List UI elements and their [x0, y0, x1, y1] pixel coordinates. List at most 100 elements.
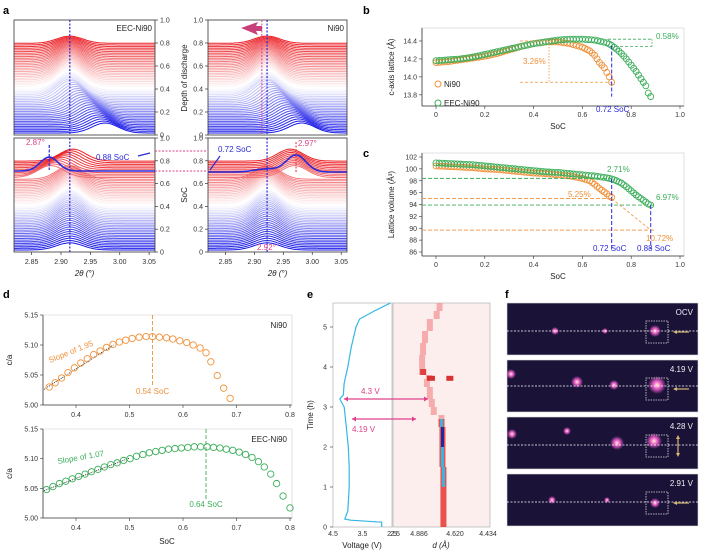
data-point	[241, 450, 250, 459]
heatmap-core	[440, 419, 443, 427]
annotation-peak: 0.64 SoC	[189, 500, 223, 509]
diffraction-curve	[208, 91, 347, 109]
arrow-head-up	[676, 435, 680, 439]
panel-label-c: c	[363, 148, 369, 160]
diffraction-curve	[14, 46, 155, 61]
diffraction-curve	[208, 237, 347, 248]
diffraction-curve	[14, 242, 155, 251]
diffraction-curve	[208, 63, 347, 82]
panel-a-subplot: 0 0.2 0.4 0.6 0.8 1.0 2.85 2.90 2.95 3.00 3.05 2θ (…	[193, 136, 348, 279]
diffraction-curve	[208, 81, 347, 101]
diffraction-curve	[208, 68, 347, 87]
data-point	[202, 349, 210, 357]
x-tick-label: 0.8	[626, 262, 636, 269]
arrow-419v-head-left	[352, 416, 356, 422]
data-point-eec-ni90	[627, 187, 635, 195]
frame-voltage-label: 4.19 V	[670, 365, 694, 374]
diffraction-curve	[14, 61, 155, 81]
diffraction-curve	[14, 151, 155, 165]
y-axis-label: Time (h)	[306, 400, 315, 430]
diffraction-curve	[14, 108, 155, 122]
diffraction-curve	[208, 197, 347, 216]
heatmap-hotspot	[446, 375, 454, 381]
diffraction-curve	[14, 104, 155, 119]
diffraction-curve	[14, 195, 155, 215]
microscopy-frame: 2.91 V	[506, 473, 699, 527]
diffraction-curve	[208, 78, 347, 97]
data-point	[57, 374, 66, 382]
diffraction-curve	[14, 63, 155, 82]
diffraction-curve	[208, 73, 347, 92]
diffraction-curve	[14, 85, 155, 104]
panel-d: 0.4 0.5 0.6 0.7 0.8 5.00 5.05 5.10 5.15 c/a Ni90 0.…	[5, 313, 295, 547]
annotation-292: 2.92°	[257, 243, 276, 252]
data-point	[100, 463, 109, 471]
diffraction-curve	[14, 71, 155, 91]
data-point-ni90	[588, 49, 596, 57]
diffraction-curve	[208, 207, 347, 225]
diffraction-curve	[208, 175, 347, 193]
diffraction-curve	[208, 205, 347, 223]
data-point	[207, 358, 215, 366]
diffraction-curve	[208, 122, 347, 134]
data-point	[107, 460, 115, 469]
diffraction-curve	[208, 48, 347, 64]
y-tick-label: 0	[199, 133, 203, 140]
diffraction-curve	[14, 98, 155, 114]
data-point	[51, 379, 59, 387]
heatmap-band	[440, 487, 447, 507]
data-point	[203, 443, 211, 451]
heatmap-band	[433, 311, 440, 319]
diffraction-curve	[208, 46, 347, 61]
subplot-d-top: 0.4 0.5 0.6 0.7 0.8 5.00 5.05 5.10 5.15 c/a Ni90 0.…	[5, 313, 295, 420]
x-tick-label: 0.2	[480, 262, 490, 269]
y-tick-label: 98	[409, 178, 417, 185]
diffraction-curve	[208, 36, 347, 46]
diffraction-curve	[14, 40, 155, 53]
frame-background	[506, 473, 699, 527]
diffraction-curve	[208, 56, 347, 74]
x-tick-label: 0.4	[71, 525, 81, 532]
data-point	[109, 340, 117, 349]
data-point	[102, 343, 111, 352]
arrow-088	[137, 152, 151, 157]
diffraction-curve	[14, 222, 155, 236]
data-point-eec-ni90	[625, 185, 633, 193]
data-point	[139, 450, 147, 459]
arrow-head	[673, 501, 677, 505]
y-tick-label: 0.8	[160, 158, 170, 165]
diffraction-curve	[208, 47, 347, 63]
diffraction-curve	[14, 114, 155, 127]
heatmap-hotspot	[426, 375, 435, 381]
bright-spot	[604, 497, 610, 503]
annotation-271: 2.71%	[607, 165, 630, 174]
diffraction-curve	[14, 112, 155, 126]
data-point-ni90	[591, 180, 599, 188]
y-tick-label: 5	[323, 325, 327, 332]
diffraction-curve	[14, 180, 155, 200]
diffraction-curve	[14, 92, 155, 109]
data-point	[145, 449, 153, 457]
diffraction-curve	[14, 182, 155, 202]
diffraction-curve	[14, 177, 155, 197]
x-tick-label: 1.0	[675, 112, 685, 119]
diffraction-curve	[208, 54, 347, 72]
data-point	[286, 504, 294, 512]
highlight-curve-ni90	[208, 154, 347, 173]
diffraction-curve	[14, 64, 155, 84]
annotation-287: 2.87°	[26, 138, 45, 147]
diffraction-curve	[14, 116, 155, 129]
x-tick-label: 0.7	[232, 525, 242, 532]
annotation-697: 6.97%	[656, 193, 679, 202]
diffraction-curve	[14, 169, 155, 187]
data-point-eec-ni90	[615, 47, 623, 55]
y-tick-label: 88	[409, 238, 417, 245]
data-point-eec-ni90	[632, 68, 640, 75]
y-tick-label: 5.05	[24, 373, 38, 380]
x-tick-label: 0.4	[529, 112, 539, 119]
data-point-eec-ni90	[637, 75, 645, 83]
y-tick-label: 14.0	[403, 74, 417, 81]
diffraction-curve	[208, 120, 347, 132]
bright-spot	[609, 380, 619, 390]
diffraction-curve	[208, 211, 347, 228]
